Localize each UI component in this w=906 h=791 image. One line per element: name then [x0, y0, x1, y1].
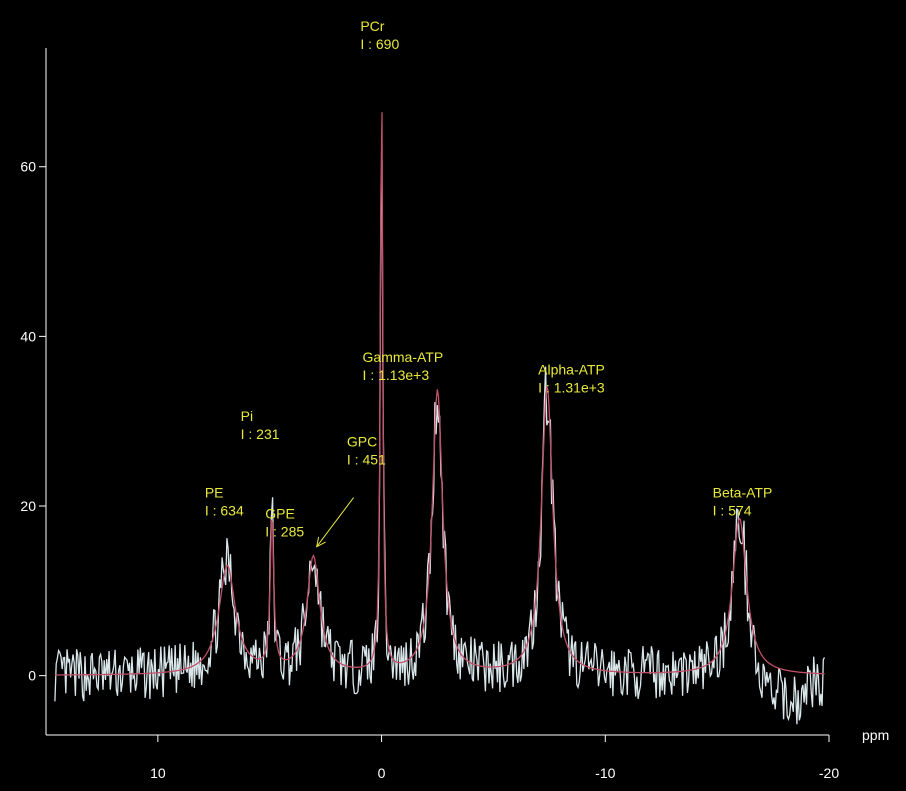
annotation-alpha-atp-label: Alpha-ATP [538, 362, 605, 378]
x-tick-label: -20 [819, 765, 839, 781]
annotation-gpc-label: GPC [347, 434, 377, 450]
gpc-arrow-head [316, 536, 326, 548]
annotation-gamma-atp-value: I : 1.13e+3 [363, 367, 430, 383]
x-ticks: 10 0 -10 -20 [150, 735, 839, 781]
annotation-gamma-atp-label: Gamma-ATP [363, 349, 444, 365]
y-tick-label: 60 [20, 159, 36, 175]
annotation-pe-value: I : 634 [205, 503, 244, 519]
annotation-pe-label: PE [205, 485, 224, 501]
annotation-gpe-value: I : 285 [265, 524, 304, 540]
annotation-pi-label: Pi [241, 408, 253, 424]
x-tick-label: 10 [150, 765, 166, 781]
x-axis-label: ppm [862, 727, 889, 743]
fitted-spectrum-line [54, 112, 825, 676]
gpc-arrow-line [316, 497, 355, 548]
annotation-alpha-atp-value: I : 1.31e+3 [538, 380, 605, 396]
annotation-pcr-value: I : 690 [360, 36, 399, 52]
annotation-pcr-label: PCr [360, 18, 384, 34]
peak-annotations: PE I : 634 Pi I : 231 GPE I : 285 GPC I : 451 PC… [205, 18, 772, 540]
annotation-beta-atp-value: I : 574 [713, 503, 752, 519]
y-tick-label: 20 [20, 498, 36, 514]
annotation-gpe-label: GPE [265, 506, 295, 522]
annotation-pi-value: I : 231 [241, 426, 280, 442]
annotation-gpc-value: I : 451 [347, 452, 386, 468]
x-tick-label: 0 [378, 765, 386, 781]
y-tick-label: 0 [28, 668, 36, 684]
y-ticks: 0 20 40 60 [20, 159, 46, 684]
y-tick-label: 40 [20, 328, 36, 344]
annotation-beta-atp-label: Beta-ATP [713, 485, 773, 501]
x-tick-label: -10 [595, 765, 615, 781]
